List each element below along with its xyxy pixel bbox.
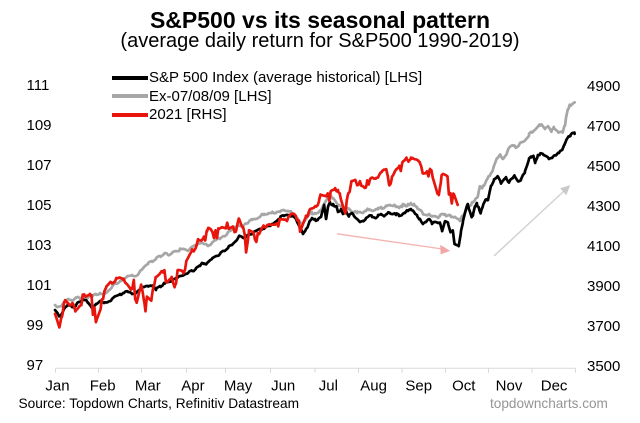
svg-text:99: 99: [27, 317, 44, 334]
svg-text:109: 109: [27, 117, 52, 134]
svg-text:Dec: Dec: [541, 378, 568, 395]
svg-text:Aug: Aug: [360, 378, 387, 395]
svg-text:3900: 3900: [587, 278, 620, 295]
svg-text:101: 101: [27, 277, 52, 294]
svg-text:4300: 4300: [587, 198, 620, 215]
svg-text:107: 107: [27, 157, 52, 174]
svg-text:Oct: Oct: [452, 378, 476, 395]
svg-text:Jun: Jun: [271, 378, 295, 395]
svg-text:Jan: Jan: [45, 378, 69, 395]
svg-text:Feb: Feb: [90, 378, 116, 395]
svg-text:Jul: Jul: [319, 378, 338, 395]
svg-text:4900: 4900: [587, 78, 620, 95]
svg-text:3700: 3700: [587, 318, 620, 335]
svg-text:4500: 4500: [587, 158, 620, 175]
svg-text:May: May: [224, 378, 253, 395]
svg-text:105: 105: [27, 197, 52, 214]
svg-text:Nov: Nov: [496, 378, 523, 395]
svg-text:103: 103: [27, 237, 52, 254]
svg-text:97: 97: [27, 357, 44, 374]
svg-text:111: 111: [27, 77, 50, 94]
svg-text:4700: 4700: [587, 118, 620, 135]
svg-text:Apr: Apr: [181, 378, 204, 395]
svg-text:4100: 4100: [587, 238, 620, 255]
svg-text:Sep: Sep: [405, 378, 432, 395]
svg-text:3500: 3500: [587, 358, 620, 375]
svg-text:Mar: Mar: [135, 378, 161, 395]
